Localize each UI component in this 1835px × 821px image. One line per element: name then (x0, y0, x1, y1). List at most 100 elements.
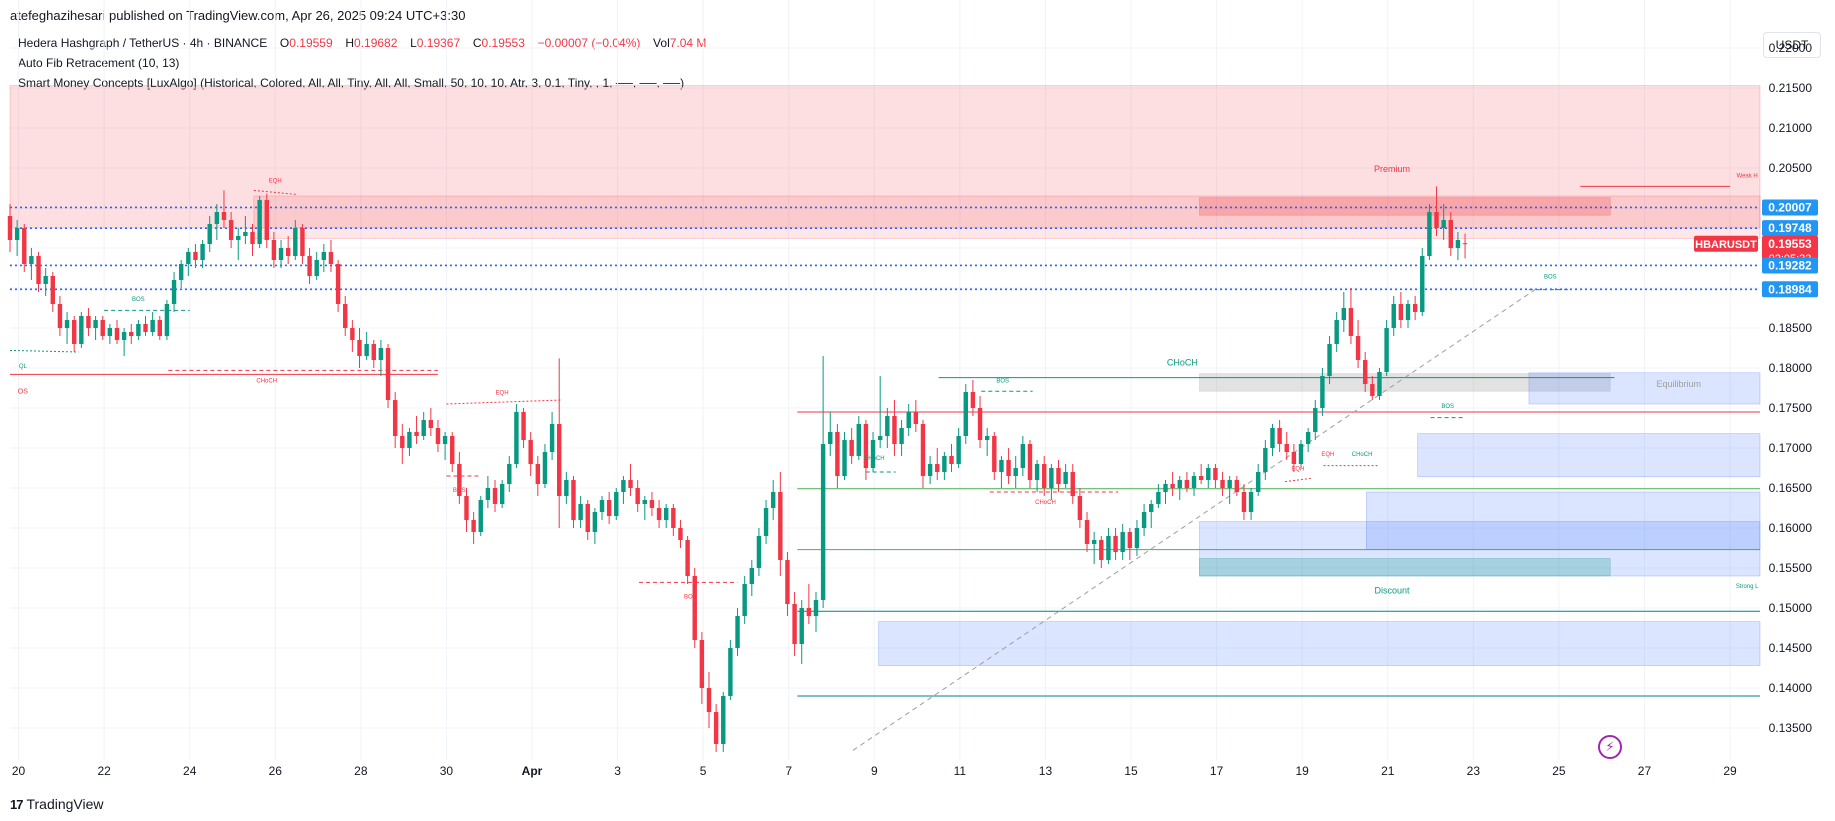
candle-body (485, 488, 491, 500)
candle-body (250, 232, 255, 244)
candle-body (956, 436, 961, 464)
high-value: 0.19682 (354, 36, 398, 50)
candle-body (699, 640, 705, 688)
chart-annotation: OS (18, 389, 28, 396)
candle-body (114, 328, 120, 340)
candle-body (300, 228, 305, 256)
candle-body (100, 320, 105, 336)
candle-body (207, 224, 212, 244)
price-tick-label: 0.14000 (1769, 681, 1813, 695)
candle-body (935, 464, 940, 472)
discount-inner (1199, 558, 1611, 577)
open-label: O (279, 36, 290, 50)
candle-body (1355, 336, 1361, 360)
close-value: 0.19553 (481, 36, 525, 50)
candle-body (1013, 468, 1018, 476)
candle-body (756, 536, 762, 568)
candle-body (1070, 472, 1075, 496)
candle-body (236, 236, 241, 240)
candle-body (870, 440, 876, 468)
candle-body (1227, 480, 1232, 488)
price-chart[interactable]: Premium Weak H Equilibrium Discount Strong L… (0, 0, 1835, 790)
indicator-smc[interactable]: Smart Money Concepts [LuxAlgo] (Historic… (18, 76, 685, 90)
candle-body (920, 424, 926, 476)
bull-ob-low (878, 621, 1761, 666)
candle-body (1263, 448, 1268, 472)
tradingview-brand[interactable]: 17 TradingView (10, 796, 104, 812)
candle-body (343, 304, 348, 328)
price-tick-label: 0.13500 (1769, 721, 1813, 735)
change-value: −0.00007 (−0.04%) (537, 36, 641, 50)
candle-body (314, 260, 319, 276)
candle-body (357, 340, 362, 356)
candle-body (1448, 220, 1454, 248)
candle-body (71, 320, 77, 344)
candle-body (471, 520, 476, 532)
candle-body (171, 280, 177, 304)
candle-body (385, 348, 391, 400)
lightning-icon[interactable]: ⚡ (1598, 735, 1622, 759)
time-tick-label: 19 (1295, 764, 1309, 778)
instrument-title[interactable]: Hedera Hashgraph / TetherUS · 4h · BINAN… (18, 36, 268, 50)
candle-body (392, 400, 398, 436)
currency-selector[interactable]: USDT (1763, 32, 1821, 58)
chart-annotation: Discount (1375, 586, 1411, 596)
indicator-fib[interactable]: Auto Fib Retracement (10, 13) (18, 56, 180, 70)
candle-body (435, 428, 441, 444)
candle-body (407, 432, 412, 448)
candle-body (656, 508, 662, 520)
candle-body (1348, 308, 1354, 336)
candle-body (642, 500, 648, 504)
candle-body (977, 408, 983, 440)
candle-body (1462, 243, 1468, 245)
candle-body (963, 392, 968, 436)
candle-body (849, 440, 854, 456)
candle-body (592, 512, 598, 532)
chart-annotation: Premium (1374, 164, 1410, 174)
price-label: 0.19748 (1768, 221, 1812, 235)
price-axis: 0.220000.215000.210000.205000.200000.195… (1769, 41, 1813, 735)
candle-body (828, 432, 833, 444)
candle-body (621, 480, 626, 492)
candle-body (193, 252, 198, 260)
tradingview-logo-icon: 17 (10, 796, 24, 812)
price-label-bg (1762, 199, 1818, 216)
candle-body (143, 324, 148, 332)
candle-body (792, 604, 797, 644)
price-tick-label: 0.18500 (1769, 321, 1813, 335)
candle-body (1320, 376, 1325, 408)
candle-body (1455, 240, 1461, 248)
candle-body (1027, 444, 1033, 480)
candle-body (478, 500, 483, 532)
volume-label: Vol (653, 36, 670, 50)
candle-body (1170, 484, 1175, 488)
candle-body (1134, 528, 1140, 548)
candle-body (663, 508, 669, 520)
ob-red-band (253, 195, 1761, 239)
time-tick-label: Apr (522, 764, 543, 778)
chart-annotation: CHoCH (256, 378, 277, 384)
candle-body (1334, 320, 1339, 344)
close-label: C (472, 36, 482, 50)
candle-body (628, 480, 633, 488)
volume-value: 7.04 M (669, 36, 707, 50)
candle-body (264, 200, 269, 240)
premium-upper-block (1199, 197, 1611, 216)
candle-body (820, 444, 826, 600)
candle-body (1163, 484, 1168, 492)
price-label: 0.19282 (1768, 258, 1812, 272)
candle-body (428, 420, 434, 428)
candle-body (671, 508, 676, 528)
time-tick-label: 27 (1638, 764, 1652, 778)
candle-body (1113, 536, 1118, 552)
price-label-bg (1762, 257, 1818, 274)
candle-body (949, 456, 954, 464)
chart-annotation: EQH (1321, 452, 1334, 458)
time-tick-label: 29 (1723, 764, 1737, 778)
candle-body (1370, 384, 1375, 396)
chart-annotation: CHoCH (1167, 358, 1198, 368)
candle-body (1049, 468, 1054, 488)
candle-body (1327, 344, 1332, 376)
candle-body (528, 440, 533, 464)
candle-body (906, 412, 911, 428)
